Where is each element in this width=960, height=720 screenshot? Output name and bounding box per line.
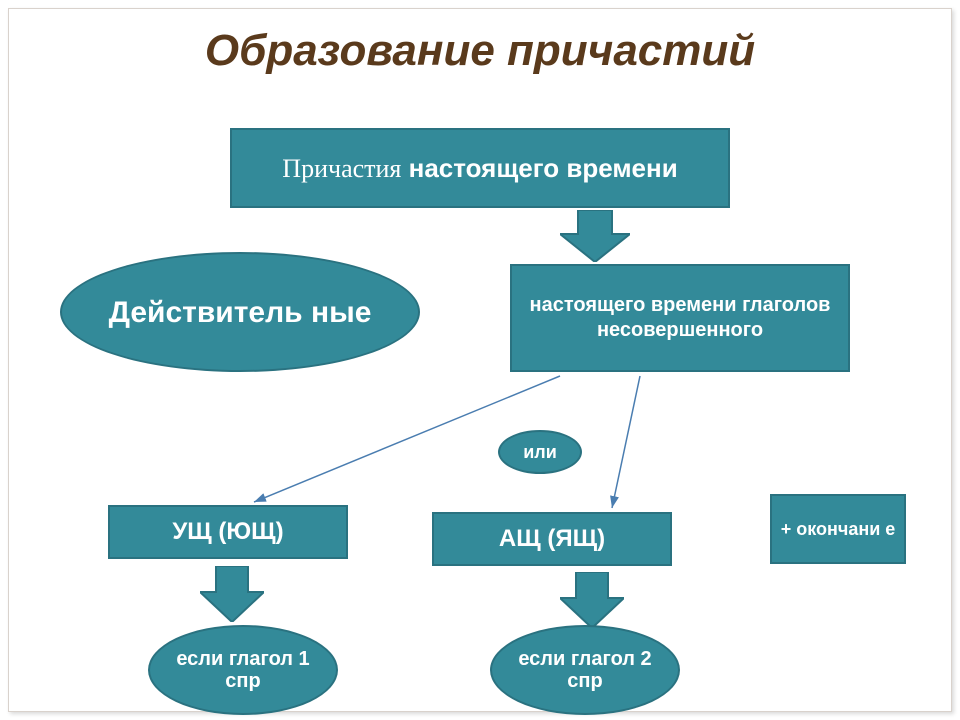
suffix1-label: УЩ (ЮЩ) bbox=[172, 518, 283, 546]
block-arrow-1 bbox=[560, 210, 630, 262]
block-arrow-3 bbox=[560, 572, 624, 628]
ellipse-main-label: Действитель ные bbox=[109, 296, 372, 329]
node-suffix1: УЩ (ЮЩ) bbox=[108, 505, 348, 559]
node-or-ellipse: или bbox=[498, 430, 582, 474]
node-suffix2: АЩ (ЯЩ) bbox=[432, 512, 672, 566]
ending-label: + окончани е bbox=[781, 519, 896, 540]
node-ellipse-main: Действитель ные bbox=[60, 252, 420, 372]
top-rect-label: Причастия настоящего времени bbox=[282, 153, 677, 184]
block-arrow-2 bbox=[200, 566, 264, 622]
suffix2-label: АЩ (ЯЩ) bbox=[499, 525, 605, 553]
node-cond1: если глагол 1 спр bbox=[148, 625, 338, 715]
cond2-label: если глагол 2 спр bbox=[502, 648, 668, 692]
title-text: Образование причастий bbox=[205, 26, 755, 75]
cond1-label: если глагол 1 спр bbox=[160, 648, 326, 692]
or-label: или bbox=[523, 442, 557, 463]
rule-rect-label: настоящего времени глаголов несовершенно… bbox=[520, 293, 840, 343]
page-title: Образование причастий bbox=[0, 28, 960, 74]
node-ending-rect: + окончани е bbox=[770, 494, 906, 564]
node-cond2: если глагол 2 спр bbox=[490, 625, 680, 715]
node-rule-rect: настоящего времени глаголов несовершенно… bbox=[510, 264, 850, 372]
node-top-rect: Причастия настоящего времени bbox=[230, 128, 730, 208]
